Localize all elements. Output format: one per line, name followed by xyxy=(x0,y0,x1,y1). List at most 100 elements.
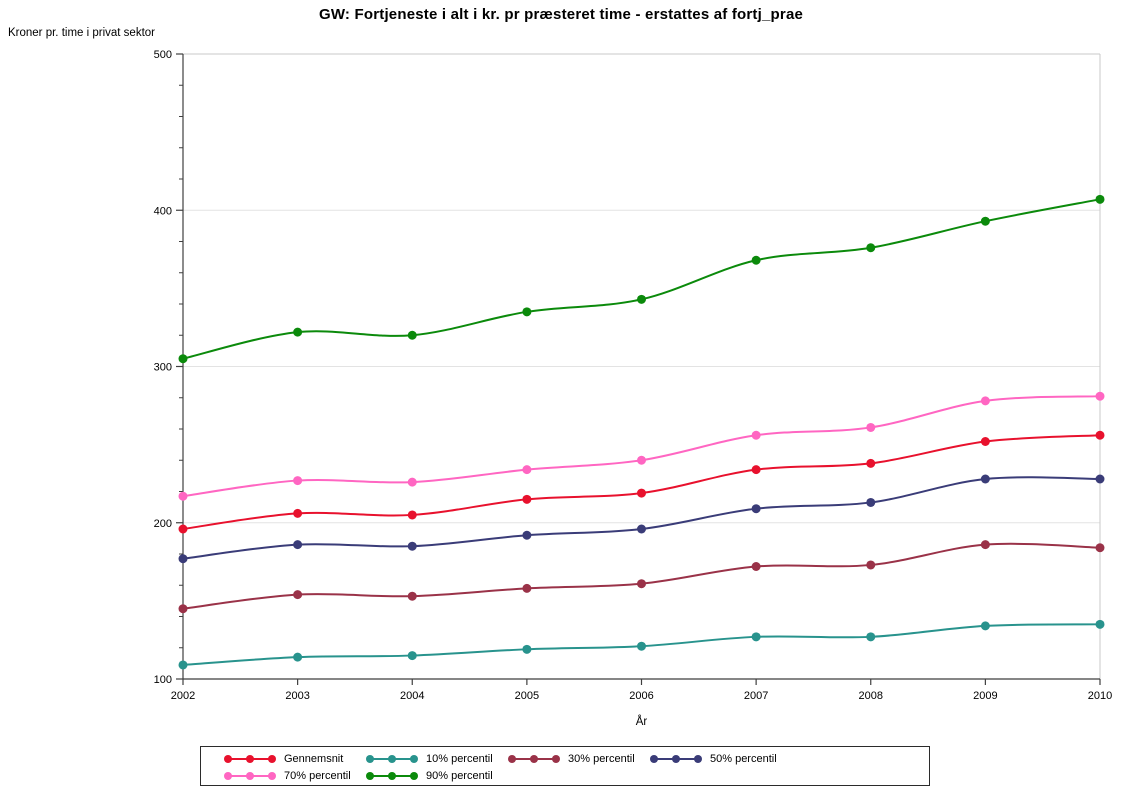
data-point xyxy=(293,508,303,518)
data-point xyxy=(522,494,532,504)
legend-item-label: Gennemsnit xyxy=(284,752,344,765)
data-point xyxy=(751,430,761,440)
data-point xyxy=(866,497,876,507)
series-30-percentil xyxy=(178,540,1105,614)
legend-item: Gennemsnit xyxy=(221,750,363,767)
x-tick-label: 2002 xyxy=(171,690,195,702)
data-point xyxy=(866,458,876,468)
legend-item: 90% percentil xyxy=(363,767,505,784)
data-point xyxy=(522,530,532,540)
data-point xyxy=(407,477,417,487)
data-point xyxy=(407,541,417,551)
data-point xyxy=(407,591,417,601)
data-point xyxy=(407,510,417,520)
legend-item: 50% percentil xyxy=(647,750,789,767)
y-tick-label: 500 xyxy=(154,49,172,61)
x-axis-label: År xyxy=(635,716,648,728)
legend-series-marker-icon xyxy=(224,771,276,780)
x-tick-label: 2004 xyxy=(400,690,424,702)
data-point xyxy=(293,327,303,337)
data-point xyxy=(637,488,646,498)
y-tick-label: 400 xyxy=(154,205,172,217)
data-point xyxy=(637,641,646,651)
data-point xyxy=(522,307,532,317)
data-point xyxy=(293,476,303,486)
data-point xyxy=(1095,194,1105,204)
data-point xyxy=(980,216,990,226)
data-point xyxy=(178,660,188,670)
data-point xyxy=(637,455,646,465)
series-line xyxy=(182,542,1101,610)
data-point xyxy=(866,422,876,432)
data-point xyxy=(637,294,646,304)
legend-item-label: 10% percentil xyxy=(426,752,493,765)
chart-title: GW: Fortjeneste i alt i kr. pr præsteret… xyxy=(318,6,804,23)
data-point xyxy=(980,396,990,406)
data-point xyxy=(522,583,532,593)
legend-item-label: 90% percentil xyxy=(426,769,493,782)
series-gennemsnit xyxy=(178,430,1105,534)
data-point xyxy=(980,621,990,631)
data-point xyxy=(293,652,303,662)
legend-series-marker-icon xyxy=(508,754,560,763)
legend-series-marker-icon xyxy=(224,754,276,763)
x-tick-label: 2005 xyxy=(515,690,539,702)
data-point xyxy=(1095,474,1105,484)
data-point xyxy=(178,354,188,364)
legend-item-label: 70% percentil xyxy=(284,769,351,782)
y-axis-label: Kroner pr. time i privat sektor xyxy=(8,27,155,39)
data-point xyxy=(637,579,646,589)
legend-item: 70% percentil xyxy=(221,767,363,784)
legend-item-label: 50% percentil xyxy=(710,752,777,765)
data-point xyxy=(751,562,761,571)
data-point xyxy=(178,554,188,564)
data-point xyxy=(407,651,417,661)
legend-series-marker-icon xyxy=(366,754,418,763)
legend-series-marker-icon xyxy=(366,771,418,780)
data-point xyxy=(293,590,303,600)
data-point xyxy=(407,330,417,340)
series-50-percentil xyxy=(178,474,1105,564)
data-point xyxy=(1095,619,1105,629)
data-point xyxy=(1095,543,1105,553)
data-point xyxy=(522,644,532,654)
data-point xyxy=(751,632,761,642)
legend-item: 10% percentil xyxy=(363,750,505,767)
series-10-percentil xyxy=(178,619,1105,670)
y-tick-label: 200 xyxy=(154,518,172,530)
legend-item-label: 30% percentil xyxy=(568,752,635,765)
x-tick-label: 2007 xyxy=(744,690,768,702)
series-70-percentil xyxy=(178,391,1105,501)
data-point xyxy=(751,504,761,514)
data-point xyxy=(522,465,532,475)
series-line xyxy=(182,198,1101,360)
y-tick-label: 300 xyxy=(154,362,172,374)
y-tick-label: 100 xyxy=(154,674,172,686)
data-point xyxy=(751,255,761,265)
data-point xyxy=(866,560,876,570)
data-point xyxy=(293,540,303,550)
series-90-percentil xyxy=(178,194,1105,364)
x-tick-label: 2009 xyxy=(973,690,997,702)
x-tick-label: 2003 xyxy=(285,690,309,702)
data-point xyxy=(866,243,876,253)
legend-series-marker-icon xyxy=(650,754,702,763)
legend-item: 30% percentil xyxy=(505,750,647,767)
x-tick-label: 2008 xyxy=(859,690,883,702)
data-point xyxy=(1095,391,1105,401)
x-tick-label: 2010 xyxy=(1088,690,1112,702)
data-point xyxy=(637,524,646,534)
data-point xyxy=(178,604,188,614)
data-point xyxy=(980,474,990,484)
data-point xyxy=(178,524,188,534)
data-point xyxy=(980,437,990,446)
data-point xyxy=(980,540,990,550)
data-point xyxy=(751,465,761,475)
data-point xyxy=(178,491,188,501)
x-tick-label: 2006 xyxy=(629,690,653,702)
data-point xyxy=(866,632,876,642)
data-point xyxy=(1095,430,1105,440)
chart-legend: Gennemsnit 10% percentil 30% percentil 50% … xyxy=(200,746,930,786)
